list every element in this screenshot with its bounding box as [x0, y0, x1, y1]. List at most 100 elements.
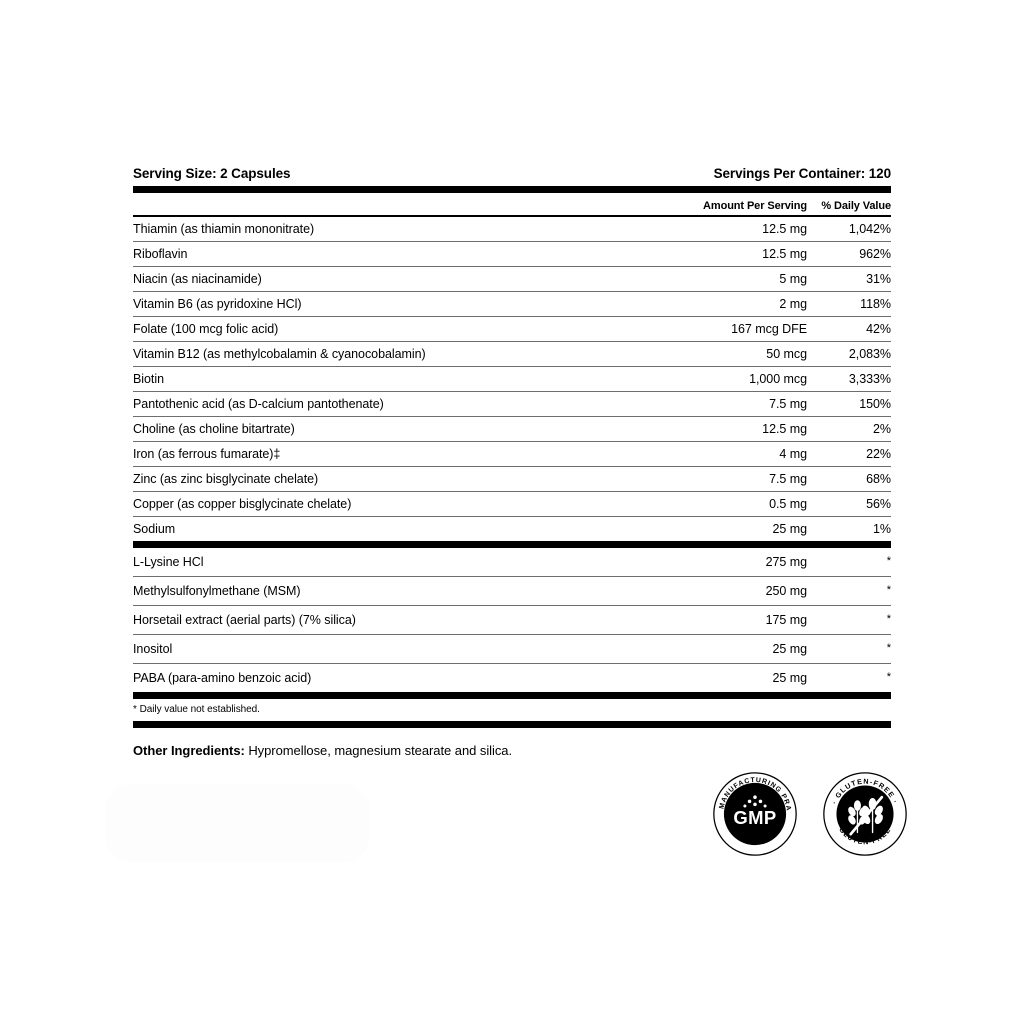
panel-top-rule	[133, 186, 891, 193]
nutrient-name: Inositol	[133, 642, 173, 656]
nutrient-daily-value: 1,042%	[848, 222, 891, 236]
nutrient-amount: 250 mg	[765, 584, 807, 598]
nutrient-name: Pantothenic acid (as D-calcium pantothen…	[133, 397, 384, 411]
panel-bottom-rule	[133, 721, 891, 728]
nutrient-amount: 25 mg	[772, 642, 808, 656]
gmp-certified-icon: GOOD MANUFACTURING PRACTICE · CERTIFIED …	[710, 767, 797, 861]
nutrient-list: Thiamin (as thiamin mononitrate) 12.5 mg 1…	[133, 217, 891, 541]
nutrient-amount: 7.5 mg	[769, 472, 807, 486]
nutrient-daily-value: 68%	[866, 472, 891, 486]
row-separator	[133, 466, 891, 467]
nutrient-name: L-Lysine HCl	[133, 555, 204, 569]
nutrient-daily-value: 42%	[866, 322, 891, 336]
nutrient-daily-value: *	[886, 584, 891, 596]
other-ingredients-label: Other Ingredients:	[133, 743, 245, 758]
table-row: Horsetail extract (aerial parts) (7% sil…	[133, 606, 891, 634]
nutrient-daily-value: *	[886, 642, 891, 654]
row-separator	[133, 576, 891, 577]
table-row: Biotin 1,000 mcg 3,333%	[133, 367, 891, 391]
row-separator	[133, 605, 891, 606]
row-separator	[133, 341, 891, 342]
nutrient-amount: 275 mg	[765, 555, 807, 569]
column-header-rule	[133, 215, 891, 217]
nutrient-name: Vitamin B6 (as pyridoxine HCl)	[133, 297, 302, 311]
table-row: Folate (100 mcg folic acid) 167 mcg DFE 42…	[133, 317, 891, 341]
nutrient-daily-value: 1%	[873, 522, 891, 536]
row-separator	[133, 391, 891, 392]
gluten-free-icon: · GLUTEN-FREE · · GLUTEN-FREE ·	[823, 772, 907, 861]
nutrient-name: Methylsulfonylmethane (MSM)	[133, 584, 301, 598]
nutrient-daily-value: 56%	[866, 497, 891, 511]
background-watermark	[105, 784, 370, 862]
table-row: Thiamin (as thiamin mononitrate) 12.5 mg 1…	[133, 217, 891, 241]
table-row: Choline (as choline bitartrate) 12.5 mg 2%	[133, 417, 891, 441]
nutrient-amount: 1,000 mcg	[749, 372, 807, 386]
row-separator	[133, 663, 891, 664]
nutrient-amount: 5 mg	[779, 272, 807, 286]
row-separator	[133, 241, 891, 242]
nutrient-amount: 7.5 mg	[769, 397, 807, 411]
other-actives-list: L-Lysine HCl 275 mg * Methylsulfonylmethane…	[133, 548, 891, 692]
nutrient-amount: 12.5 mg	[762, 247, 807, 261]
nutrient-name: Zinc (as zinc bisglycinate chelate)	[133, 472, 319, 486]
daily-value-footnote: * Daily value not established.	[133, 704, 260, 715]
nutrient-name: Biotin	[133, 372, 164, 386]
nutrient-name: PABA (para-amino benzoic acid)	[133, 671, 312, 685]
nutrient-daily-value: 150%	[859, 397, 891, 411]
nutrient-amount: 12.5 mg	[762, 222, 807, 236]
nutrient-daily-value: 2%	[873, 422, 891, 436]
nutrient-amount: 25 mg	[772, 522, 808, 536]
table-row: L-Lysine HCl 275 mg *	[133, 548, 891, 576]
footnote-top-rule	[133, 692, 891, 699]
nutrient-daily-value: 31%	[866, 272, 891, 286]
nutrient-amount: 50 mcg	[766, 347, 807, 361]
nutrient-amount: 12.5 mg	[762, 422, 807, 436]
nutrient-name: Choline (as choline bitartrate)	[133, 422, 295, 436]
table-row: Inositol 25 mg *	[133, 635, 891, 663]
serving-info-row: Serving Size: 2 Capsules Servings Per Co…	[133, 166, 891, 186]
row-separator	[133, 634, 891, 635]
row-separator	[133, 316, 891, 317]
row-separator	[133, 416, 891, 417]
nutrient-amount: 25 mg	[772, 671, 808, 685]
nutrient-name: Sodium	[133, 522, 176, 536]
supplement-facts-panel: Serving Size: 2 Capsules Servings Per Co…	[133, 166, 891, 758]
table-row: Iron (as ferrous fumarate)‡ 4 mg 22%	[133, 442, 891, 466]
gmp-center-text: GMP	[733, 807, 776, 828]
row-separator	[133, 516, 891, 517]
servings-per-container-label: Servings Per Container: 120	[713, 166, 891, 181]
table-row: Riboflavin 12.5 mg 962%	[133, 242, 891, 266]
table-row: Pantothenic acid (as D-calcium pantothen…	[133, 392, 891, 416]
row-separator	[133, 441, 891, 442]
row-separator	[133, 291, 891, 292]
nutrient-daily-value: 118%	[860, 297, 891, 311]
other-ingredients-row: Other Ingredients: Hypromellose, magnesi…	[133, 728, 891, 758]
table-row: Methylsulfonylmethane (MSM) 250 mg *	[133, 577, 891, 605]
nutrient-name: Niacin (as niacinamide)	[133, 272, 262, 286]
serving-size-label: Serving Size: 2 Capsules	[133, 166, 291, 181]
nutrient-name: Vitamin B12 (as methylcobalamin & cyanoc…	[133, 347, 426, 361]
nutrient-name: Horsetail extract (aerial parts) (7% sil…	[133, 613, 356, 627]
nutrient-name: Folate (100 mcg folic acid)	[133, 322, 279, 336]
mid-section-rule	[133, 541, 891, 548]
table-row: Zinc (as zinc bisglycinate chelate) 7.5 m…	[133, 467, 891, 491]
other-ingredients-text: Hypromellose, magnesium stearate and sil…	[248, 743, 513, 758]
nutrient-amount: 4 mg	[779, 447, 807, 461]
row-separator	[133, 491, 891, 492]
nutrient-amount: 167 mcg DFE	[731, 322, 807, 336]
nutrient-daily-value: *	[886, 671, 891, 683]
row-separator	[133, 266, 891, 267]
table-row: Niacin (as niacinamide) 5 mg 31%	[133, 267, 891, 291]
column-header-daily-value: % Daily Value	[821, 200, 891, 212]
table-row: Copper (as copper bisglycinate chelate) 0…	[133, 492, 891, 516]
nutrient-amount: 2 mg	[779, 297, 807, 311]
row-separator	[133, 366, 891, 367]
nutrient-daily-value: 3,333%	[848, 372, 891, 386]
nutrient-daily-value: *	[886, 555, 891, 567]
column-header-amount: Amount Per Serving	[703, 200, 807, 212]
table-row: Vitamin B12 (as methylcobalamin & cyanoc…	[133, 342, 891, 366]
table-row: Vitamin B6 (as pyridoxine HCl) 2 mg 118%	[133, 292, 891, 316]
certification-badges: GOOD MANUFACTURING PRACTICE · CERTIFIED …	[710, 767, 913, 872]
nutrient-daily-value: 962%	[859, 247, 891, 261]
